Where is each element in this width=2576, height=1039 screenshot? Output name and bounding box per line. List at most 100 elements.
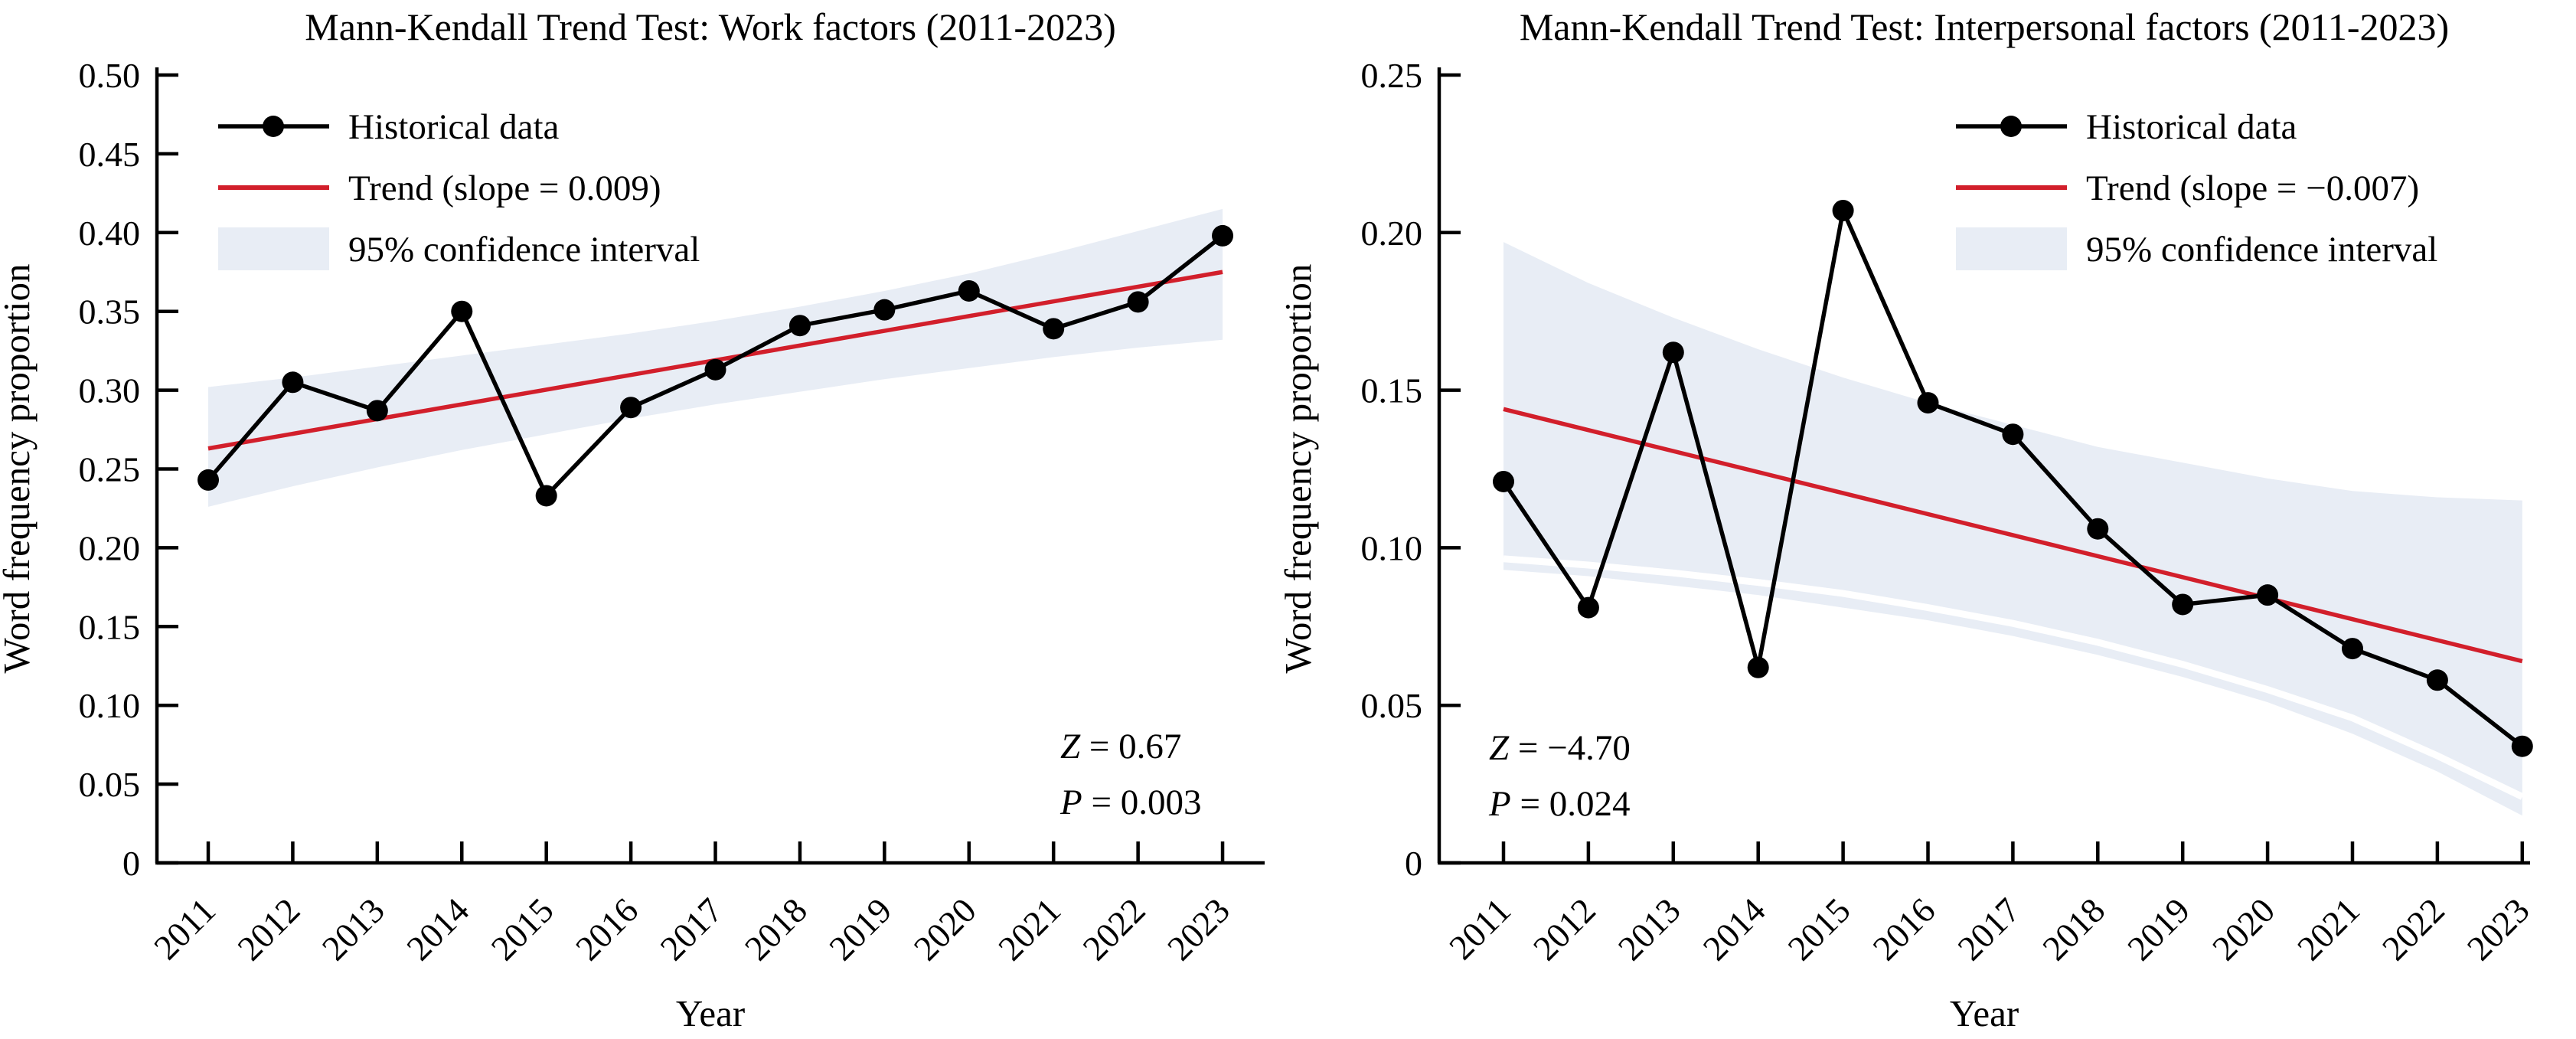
data-point-2013 (366, 400, 388, 422)
legend-confidence-patch (1956, 227, 2067, 270)
y-tick-label: 0.05 (79, 765, 141, 804)
confidence-band-gap-curve (1503, 555, 2524, 800)
x-tick-label: 2021 (991, 890, 1068, 968)
data-point-2014 (1747, 656, 1769, 678)
x-tick-label: 2012 (230, 890, 307, 968)
legend-interpersonal: Historical data Trend (slope = −0.007) 9… (1956, 107, 2437, 270)
data-point-2015 (1832, 199, 1854, 221)
y-tick-label: 0 (1405, 844, 1422, 883)
y-tick-label: 0.05 (1361, 686, 1423, 725)
data-point-2018 (2087, 518, 2109, 540)
stats-annotation-work: Z = 0.67 P = 0.003 (1059, 727, 1201, 822)
data-point-2019 (2172, 593, 2194, 616)
data-point-2015 (535, 485, 557, 507)
x-tick-label: 2023 (2460, 890, 2537, 968)
x-tick-label: 2012 (1526, 890, 1603, 968)
panel-work-generated: 0.50 0.45 0.40 0.35 0.30 0.25 0.20 0.15 0.10 0.05… (79, 56, 1265, 968)
data-point-2012 (282, 371, 304, 394)
z-statistic-interpersonal: Z = −4.70 (1489, 728, 1631, 768)
trend-line (1503, 407, 2523, 664)
data-point-2011 (1493, 470, 1514, 492)
x-tick-label: 2011 (146, 890, 223, 967)
x-tick-label: 2022 (1076, 890, 1153, 968)
x-tick-label: 2018 (2035, 890, 2112, 968)
y-tick-label: 0.25 (1361, 56, 1423, 95)
x-tick-label: 2016 (1865, 890, 1942, 968)
p-value-work: P = 0.003 (1059, 783, 1201, 822)
y-tick-label: 0.35 (79, 292, 141, 332)
legend-historical-marker-icon (263, 116, 284, 137)
data-point-2018 (788, 315, 811, 337)
data-point-2022 (1127, 291, 1149, 313)
legend-label-historical: Historical data (2086, 107, 2297, 147)
y-tick-label: 0.20 (1361, 214, 1423, 253)
x-tick-label: 2023 (1160, 890, 1237, 968)
x-tick-label: 2020 (2205, 890, 2282, 968)
y-tick-label: 0.15 (79, 607, 141, 646)
x-axis-title-interpersonal: Year (1950, 992, 2019, 1034)
legend-label-historical: Historical data (348, 107, 560, 147)
y-tick-label: 0.10 (79, 686, 141, 725)
data-point-2012 (1577, 596, 1599, 619)
x-tick-label: 2022 (2375, 890, 2452, 968)
confidence-band (1503, 242, 2522, 816)
legend-label-trend: Trend (slope = −0.007) (2086, 168, 2419, 208)
p-value-interpersonal: P = 0.024 (1488, 784, 1630, 824)
y-tick-label: 0.30 (79, 371, 141, 410)
x-tick-label: 2014 (399, 890, 476, 968)
x-tick-label: 2015 (484, 890, 561, 968)
data-point-2023 (1212, 224, 1234, 247)
data-point-2011 (198, 469, 219, 491)
data-point-2019 (873, 299, 896, 321)
x-tick-label: 2014 (1696, 890, 1773, 968)
legend-work: Historical data Trend (slope = 0.009) 95… (218, 107, 700, 270)
data-point-2013 (1662, 341, 1684, 364)
y-tick-label: 0 (122, 844, 140, 883)
data-point-2021 (2342, 638, 2363, 660)
chart-title-interpersonal: Mann-Kendall Trend Test: Interpersonal f… (1520, 5, 2449, 48)
data-point-2022 (2426, 669, 2448, 691)
x-tick-label: 2015 (1781, 890, 1858, 968)
x-tick-label: 2013 (315, 890, 392, 968)
y-tick-label: 0.20 (79, 528, 141, 567)
legend-label-confidence: 95% confidence interval (2086, 230, 2437, 270)
x-tick-label: 2011 (1441, 890, 1518, 967)
y-tick-label: 0.50 (79, 56, 141, 95)
x-tick-label: 2018 (737, 890, 815, 968)
y-tick-label: 0.10 (1361, 528, 1423, 567)
panel-work-factors: 0.50 0.45 0.40 0.35 0.30 0.25 0.20 0.15 0.10 0.05… (0, 5, 1265, 1034)
legend-label-confidence: 95% confidence interval (348, 230, 700, 270)
data-point-2020 (958, 279, 980, 302)
y-tick-label: 0.40 (79, 214, 141, 253)
data-point-2021 (1043, 318, 1065, 340)
stats-annotation-interpersonal: Z = −4.70 P = 0.024 (1488, 728, 1631, 824)
x-tick-label: 2019 (2120, 890, 2197, 968)
y-axis-title-interpersonal: Word frequency proportion (1277, 264, 1319, 674)
x-tick-label: 2017 (652, 890, 730, 968)
legend-confidence-patch (218, 227, 329, 270)
x-axis-title-work: Year (676, 992, 745, 1034)
data-point-2023 (2511, 735, 2533, 757)
y-tick-label: 0.15 (1361, 371, 1423, 410)
x-tick-label: 2020 (906, 890, 984, 968)
data-point-2017 (2002, 423, 2024, 446)
data-point-2016 (1917, 392, 1939, 414)
x-tick-label: 2021 (2290, 890, 2367, 968)
data-point-2016 (620, 397, 642, 419)
data-point-2014 (451, 300, 473, 322)
x-tick-label: 2013 (1611, 890, 1688, 968)
z-statistic-work: Z = 0.67 (1060, 727, 1181, 766)
y-tick-label: 0.25 (79, 450, 141, 489)
x-tick-label: 2016 (568, 890, 645, 968)
legend-historical-marker-icon (2000, 116, 2022, 137)
chart-title-work: Mann-Kendall Trend Test: Work factors (2… (305, 5, 1115, 48)
legend-label-trend: Trend (slope = 0.009) (348, 168, 661, 208)
y-axis-title-work: Word frequency proportion (0, 264, 38, 674)
y-tick-label: 0.45 (79, 135, 141, 174)
x-tick-label: 2017 (1950, 890, 2027, 968)
data-point-2020 (2257, 584, 2279, 606)
data-point-2017 (704, 358, 726, 381)
